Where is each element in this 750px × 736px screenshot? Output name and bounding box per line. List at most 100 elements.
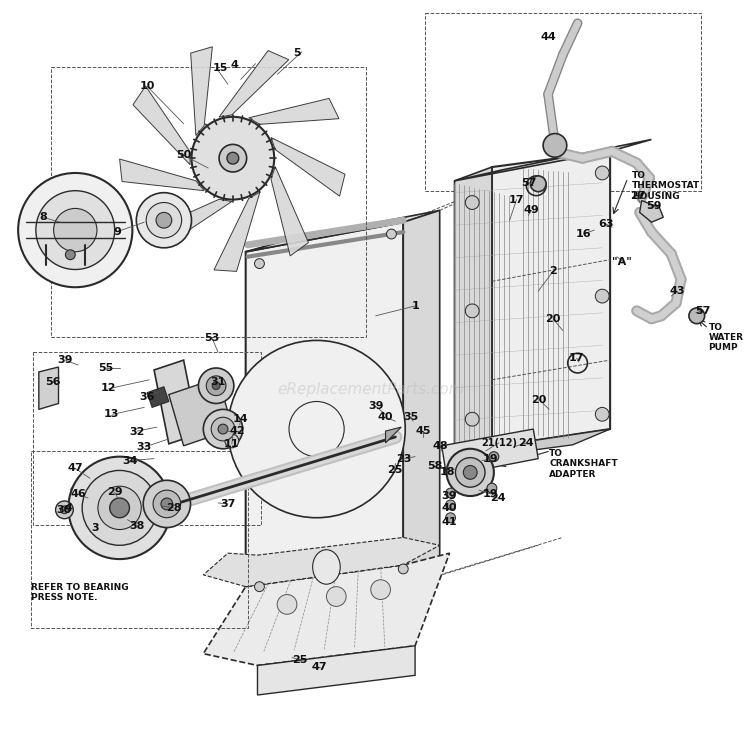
Text: 46: 46 <box>70 489 86 499</box>
Text: 58: 58 <box>427 461 442 472</box>
Text: 19: 19 <box>483 453 499 464</box>
Polygon shape <box>203 553 449 665</box>
Circle shape <box>489 452 499 461</box>
Bar <box>425 13 700 191</box>
Text: 42: 42 <box>230 426 245 436</box>
Text: 17: 17 <box>509 194 524 205</box>
Text: 38: 38 <box>130 520 145 531</box>
Text: 27: 27 <box>630 191 646 201</box>
Circle shape <box>146 202 182 238</box>
Text: 39: 39 <box>58 355 74 365</box>
Circle shape <box>464 465 477 479</box>
Circle shape <box>203 409 243 449</box>
Text: 13: 13 <box>104 409 119 420</box>
Circle shape <box>61 506 68 514</box>
Polygon shape <box>442 429 538 476</box>
Circle shape <box>136 193 191 248</box>
Circle shape <box>143 481 190 528</box>
Polygon shape <box>39 367 58 409</box>
Circle shape <box>689 308 705 324</box>
Text: 45: 45 <box>416 426 430 436</box>
Text: 56: 56 <box>45 377 60 387</box>
Circle shape <box>254 581 265 592</box>
Polygon shape <box>119 159 204 191</box>
Text: 20: 20 <box>532 394 547 405</box>
Polygon shape <box>147 386 169 408</box>
Text: 20: 20 <box>545 314 561 324</box>
Circle shape <box>206 376 226 395</box>
Ellipse shape <box>313 550 340 584</box>
Circle shape <box>228 341 405 517</box>
Circle shape <box>254 258 265 269</box>
Circle shape <box>191 117 274 199</box>
Text: 53: 53 <box>205 333 220 344</box>
Text: 25: 25 <box>387 465 402 475</box>
Text: 39: 39 <box>368 401 383 411</box>
Text: 16: 16 <box>576 229 591 239</box>
Circle shape <box>110 498 130 517</box>
Circle shape <box>278 595 297 615</box>
Text: 24: 24 <box>490 493 506 503</box>
Text: 17: 17 <box>568 353 584 363</box>
Circle shape <box>218 424 228 434</box>
Polygon shape <box>454 429 610 461</box>
Text: 10: 10 <box>140 81 154 91</box>
Polygon shape <box>246 222 404 616</box>
Polygon shape <box>203 537 440 587</box>
Text: 47: 47 <box>68 464 83 473</box>
Text: 14: 14 <box>233 414 248 424</box>
Circle shape <box>68 456 171 559</box>
Circle shape <box>446 488 455 498</box>
Circle shape <box>596 408 609 421</box>
Text: 12: 12 <box>101 383 116 393</box>
Circle shape <box>543 133 567 158</box>
Text: 40: 40 <box>442 503 458 513</box>
Text: TO
THERMOSTAT
HOUSING: TO THERMOSTAT HOUSING <box>632 171 700 201</box>
Circle shape <box>153 490 181 517</box>
Circle shape <box>465 304 479 318</box>
Text: 23: 23 <box>397 453 412 464</box>
Circle shape <box>530 176 546 191</box>
Polygon shape <box>492 152 610 447</box>
Text: 55: 55 <box>98 363 113 373</box>
Polygon shape <box>454 140 652 181</box>
Text: 40: 40 <box>378 412 393 422</box>
Text: 18: 18 <box>440 467 455 478</box>
Circle shape <box>98 486 141 529</box>
Circle shape <box>161 498 172 510</box>
Text: 48: 48 <box>433 441 448 451</box>
Text: 8: 8 <box>39 212 46 222</box>
Text: eReplacementParts.com: eReplacementParts.com <box>278 382 464 397</box>
Circle shape <box>156 213 172 228</box>
Text: REFER TO BEARING
PRESS NOTE.: REFER TO BEARING PRESS NOTE. <box>31 583 128 602</box>
Text: 34: 34 <box>123 456 138 466</box>
Text: 35: 35 <box>404 412 418 422</box>
Text: 33: 33 <box>136 442 152 452</box>
Circle shape <box>455 458 485 487</box>
Circle shape <box>465 412 479 426</box>
Text: 3: 3 <box>92 523 99 533</box>
Text: 32: 32 <box>130 427 145 437</box>
Text: 4: 4 <box>64 503 72 513</box>
Text: 1: 1 <box>411 301 419 311</box>
Circle shape <box>56 501 74 519</box>
Text: 63: 63 <box>598 219 614 229</box>
Circle shape <box>446 500 455 510</box>
Text: 44: 44 <box>540 32 556 42</box>
Circle shape <box>65 250 75 260</box>
Circle shape <box>212 382 220 389</box>
Polygon shape <box>154 360 199 444</box>
Text: 59: 59 <box>646 202 662 211</box>
Text: 4: 4 <box>231 60 238 70</box>
Polygon shape <box>169 378 232 446</box>
Text: TO
CRANKSHAFT
ADAPTER: TO CRANKSHAFT ADAPTER <box>549 449 618 478</box>
Text: 5: 5 <box>293 48 301 58</box>
Polygon shape <box>640 200 663 222</box>
Circle shape <box>446 513 455 523</box>
Text: 31: 31 <box>211 377 226 387</box>
Polygon shape <box>146 199 232 247</box>
Circle shape <box>53 208 97 252</box>
Polygon shape <box>271 167 308 256</box>
Text: 47: 47 <box>312 662 327 673</box>
Text: 50: 50 <box>176 150 191 160</box>
